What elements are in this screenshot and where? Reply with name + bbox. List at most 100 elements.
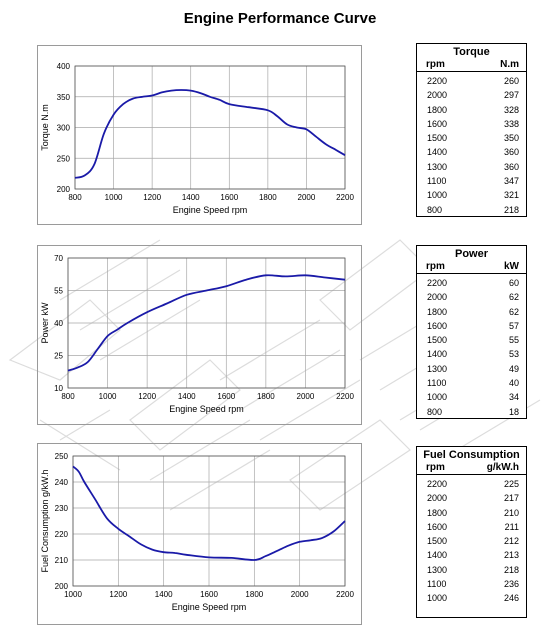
table-row: 1500 212 bbox=[417, 534, 526, 548]
x-tick-label: 1800 bbox=[259, 193, 277, 202]
rpm-cell: 1300 bbox=[427, 161, 448, 172]
x-tick-label: 1000 bbox=[64, 590, 82, 599]
value-cell: 62 bbox=[508, 306, 519, 317]
torque-series-line bbox=[74, 89, 346, 179]
torque-chart-panel: 800 1000 1200 1400 1600 1800 2000 2200 200 250 300… bbox=[37, 45, 362, 225]
value-cell: 49 bbox=[508, 363, 519, 374]
power-series-line bbox=[67, 274, 346, 372]
value-cell: 350 bbox=[503, 133, 519, 144]
rpm-cell: 1300 bbox=[427, 564, 448, 575]
y-tick-label: 250 bbox=[57, 154, 71, 163]
table-row: 2000 217 bbox=[417, 491, 526, 505]
value-cell: 40 bbox=[508, 378, 519, 389]
y-tick-label: 400 bbox=[57, 62, 71, 71]
torque-table: Torque rpm N.m 2200 260 2000 297 1800 328 1600… bbox=[416, 43, 527, 217]
table-row: 1600 211 bbox=[417, 520, 526, 534]
rpm-cell: 1100 bbox=[427, 378, 447, 389]
rpm-cell: 2000 bbox=[427, 493, 448, 504]
value-cell: 211 bbox=[504, 521, 519, 532]
rpm-cell: 1800 bbox=[427, 306, 448, 317]
table-body: 2200 60 2000 62 1800 62 1600 57 1500 55 1400 53 1300… bbox=[417, 274, 526, 419]
y-tick-label: 55 bbox=[54, 287, 63, 296]
y-tick-label: 220 bbox=[55, 530, 69, 539]
table-header: rpm kW bbox=[417, 261, 526, 274]
rpm-cell: 1600 bbox=[427, 118, 448, 129]
value-cell: 210 bbox=[503, 507, 519, 518]
page-title: Engine Performance Curve bbox=[183, 10, 377, 27]
y-tick-label: 25 bbox=[54, 352, 63, 361]
rpm-cell: 2200 bbox=[427, 479, 448, 489]
x-tick-label: 1200 bbox=[138, 392, 156, 401]
x-axis-label: Engine Speed rpm bbox=[172, 602, 247, 612]
y-tick-label: 210 bbox=[55, 556, 69, 565]
table-header: rpm g/kW.h bbox=[417, 462, 526, 475]
value-column-header: g/kW.h bbox=[486, 462, 519, 473]
rpm-cell: 1400 bbox=[427, 550, 448, 561]
x-axis-label: Engine Speed rpm bbox=[173, 205, 248, 215]
power-table: Power rpm kW 2200 60 2000 62 1800 62 1600 57 150… bbox=[416, 245, 527, 419]
table-row: 1000 321 bbox=[417, 188, 526, 202]
table-title: Torque bbox=[453, 46, 490, 58]
rpm-cell: 2200 bbox=[427, 76, 448, 86]
value-cell: 55 bbox=[508, 335, 519, 346]
table-row: 1800 328 bbox=[417, 103, 526, 117]
x-axis-label: Engine Speed rpm bbox=[169, 404, 244, 414]
table-row: 800 218 bbox=[417, 203, 526, 217]
x-tick-label: 1600 bbox=[220, 193, 238, 202]
rpm-cell: 1400 bbox=[427, 147, 448, 158]
x-tick-label: 800 bbox=[61, 392, 75, 401]
x-tick-label: 2200 bbox=[336, 590, 354, 599]
x-tick-label: 800 bbox=[68, 193, 82, 202]
y-axis-label: Torque N.m bbox=[40, 104, 50, 151]
rpm-cell: 1000 bbox=[427, 593, 448, 604]
table-row: 2200 260 bbox=[417, 74, 526, 88]
table-row: 2200 225 bbox=[417, 477, 526, 491]
table-row: 1500 350 bbox=[417, 131, 526, 145]
rpm-cell: 1000 bbox=[427, 190, 448, 201]
table-row: 1300 360 bbox=[417, 160, 526, 174]
rpm-cell: 1600 bbox=[427, 320, 448, 331]
rpm-cell: 1600 bbox=[427, 521, 448, 532]
x-tick-label: 1600 bbox=[200, 590, 218, 599]
rpm-cell: 1400 bbox=[427, 349, 448, 360]
table-row: 2200 60 bbox=[417, 276, 526, 290]
fuel-consumption-table: Fuel Consumption rpm g/kW.h 2200 225 2000 2… bbox=[416, 446, 527, 618]
table-header: rpm N.m bbox=[417, 59, 526, 72]
power-chart-panel: 800 1000 1200 1400 1600 1800 2000 2200 10 25 40 55 7… bbox=[37, 245, 362, 425]
value-cell: 246 bbox=[503, 593, 519, 604]
fuel-chart: 1000 1200 1400 1600 1800 2000 2200 200 210 220 230… bbox=[40, 452, 354, 612]
value-cell: 53 bbox=[508, 349, 519, 360]
x-tick-label: 1200 bbox=[143, 193, 161, 202]
table-body: 2200 260 2000 297 1800 328 1600 338 1500 350 1400 3… bbox=[417, 72, 526, 217]
table-row: 1400 53 bbox=[417, 347, 526, 361]
table-row: 1300 49 bbox=[417, 362, 526, 376]
plot-area bbox=[67, 257, 346, 389]
value-cell: 360 bbox=[503, 147, 519, 158]
table-row: 1000 246 bbox=[417, 591, 526, 605]
rpm-cell: 800 bbox=[427, 406, 443, 417]
y-tick-label: 40 bbox=[54, 319, 63, 328]
rpm-cell: 1500 bbox=[427, 536, 448, 547]
y-tick-label: 200 bbox=[55, 582, 69, 591]
rpm-cell: 1500 bbox=[427, 133, 448, 144]
x-tick-label: 1600 bbox=[217, 392, 235, 401]
value-cell: 218 bbox=[503, 564, 519, 575]
table-row: 1600 338 bbox=[417, 117, 526, 131]
rpm-cell: 1300 bbox=[427, 363, 448, 374]
value-cell: 328 bbox=[503, 104, 519, 115]
rpm-cell: 2200 bbox=[427, 278, 448, 288]
y-tick-label: 350 bbox=[57, 93, 71, 102]
y-tick-label: 230 bbox=[55, 504, 69, 513]
x-tick-label: 1000 bbox=[105, 193, 123, 202]
rpm-cell: 2000 bbox=[427, 90, 448, 101]
y-axis-label: Power kW bbox=[40, 302, 50, 344]
x-tick-label: 2200 bbox=[336, 193, 354, 202]
value-cell: 360 bbox=[503, 161, 519, 172]
fuel-series-line bbox=[72, 465, 346, 561]
value-cell: 347 bbox=[503, 176, 519, 187]
y-tick-label: 200 bbox=[57, 185, 71, 194]
table-row: 1600 57 bbox=[417, 319, 526, 333]
plot-area bbox=[74, 65, 346, 190]
table-row: 1800 210 bbox=[417, 506, 526, 520]
x-tick-label: 1400 bbox=[155, 590, 173, 599]
